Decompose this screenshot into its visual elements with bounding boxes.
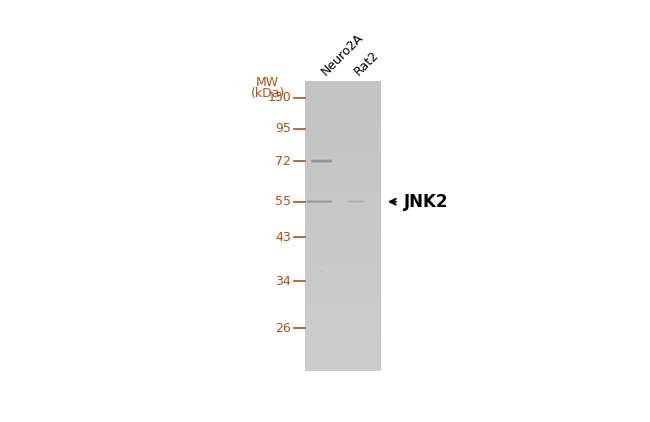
Text: 43: 43 — [276, 231, 291, 244]
Text: 95: 95 — [276, 122, 291, 135]
Text: 55: 55 — [276, 195, 291, 208]
Text: Rat2: Rat2 — [352, 49, 382, 78]
Text: JNK2: JNK2 — [404, 193, 448, 211]
Text: (kDa): (kDa) — [250, 87, 285, 100]
Text: 26: 26 — [276, 322, 291, 335]
Text: 34: 34 — [276, 275, 291, 288]
Text: 130: 130 — [268, 91, 291, 104]
Text: MW: MW — [256, 76, 280, 89]
Text: 72: 72 — [276, 154, 291, 168]
Text: Neuro2A: Neuro2A — [319, 31, 366, 78]
